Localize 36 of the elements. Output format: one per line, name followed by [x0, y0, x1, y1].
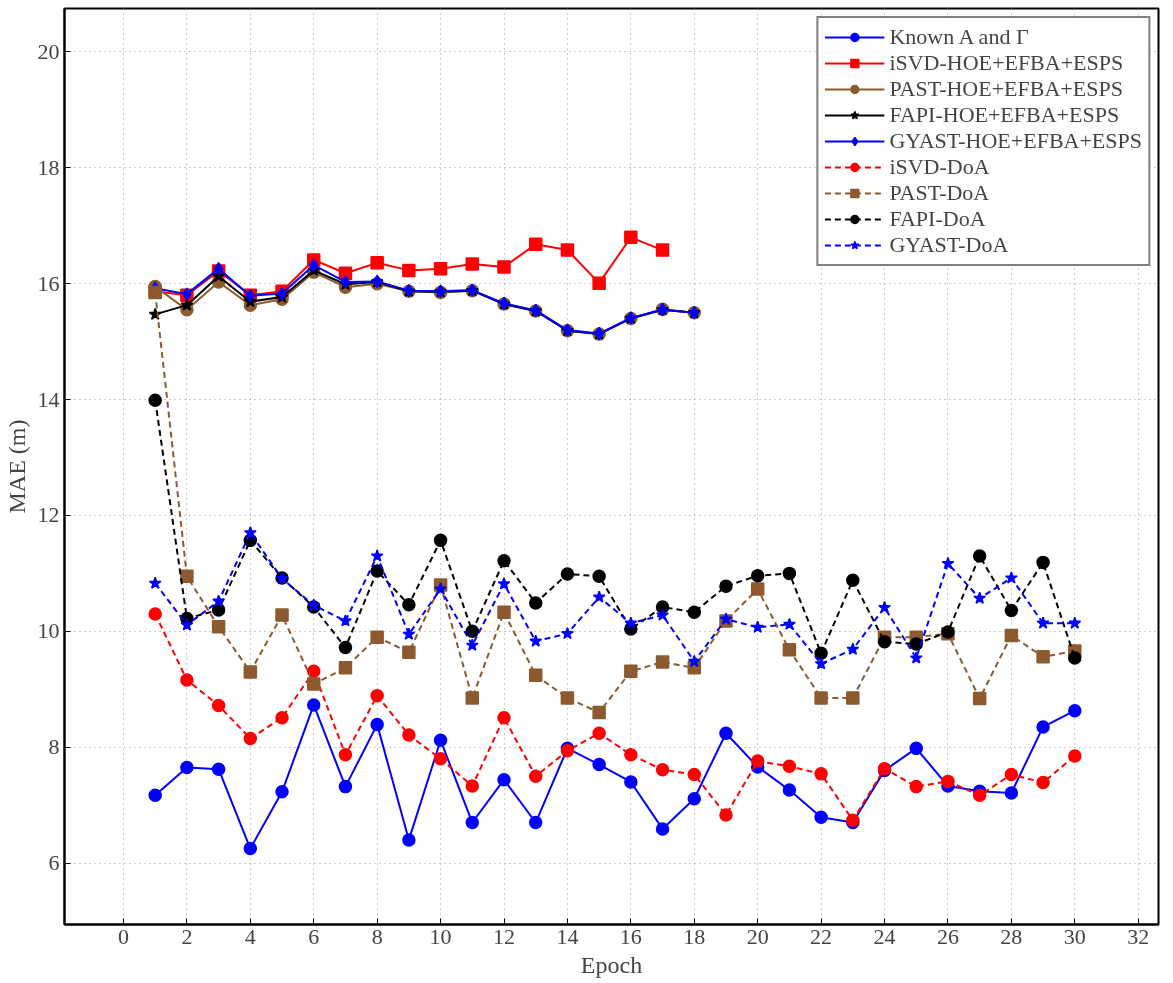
y-tick-label: 18	[37, 154, 60, 180]
legend-label: FAPI-HOE+EFBA+ESPS	[889, 102, 1120, 128]
x-tick-label: 32	[1127, 923, 1150, 949]
x-tick-label: 10	[429, 923, 452, 949]
y-tick-label: 16	[37, 270, 60, 296]
y-axis-title: MAE (m)	[3, 419, 30, 514]
x-tick-label: 28	[1000, 923, 1023, 949]
x-tick-label: 16	[619, 923, 642, 949]
legend-label: GYAST-HOE+EFBA+ESPS	[889, 128, 1142, 154]
x-tick-label: 20	[746, 923, 769, 949]
legend-label: GYAST-DoA	[889, 232, 1009, 258]
y-tick-label: 20	[37, 38, 60, 64]
y-tick-label: 12	[37, 502, 60, 528]
x-axis-title: Epoch	[580, 951, 643, 978]
x-tick-label: 12	[493, 923, 515, 949]
legend-label: FAPI-DoA	[889, 206, 986, 232]
y-tick-label: 6	[48, 850, 60, 876]
x-tick-label: 30	[1063, 923, 1086, 949]
y-tick-label: 8	[48, 734, 60, 760]
legend-label: iSVD-DoA	[889, 154, 990, 180]
x-tick-label: 24	[873, 923, 896, 949]
x-tick-label: 14	[556, 923, 579, 949]
legend-label: iSVD-HOE+EFBA+ESPS	[889, 50, 1124, 76]
x-tick-label: 2	[181, 923, 193, 949]
legend-label: Known A and Γ	[889, 24, 1029, 50]
x-tick-label: 18	[683, 923, 706, 949]
x-tick-label: 6	[308, 923, 320, 949]
y-tick-label: 14	[37, 386, 60, 412]
y-tick-label: 10	[37, 618, 60, 644]
x-tick-label: 22	[810, 923, 833, 949]
x-tick-label: 0	[117, 923, 129, 949]
legend-label: PAST-HOE+EFBA+ESPS	[889, 76, 1123, 102]
x-tick-label: 4	[244, 923, 256, 949]
legend-label: PAST-DoA	[889, 180, 990, 206]
x-tick-label: 26	[936, 923, 959, 949]
x-tick-label: 8	[371, 923, 383, 949]
